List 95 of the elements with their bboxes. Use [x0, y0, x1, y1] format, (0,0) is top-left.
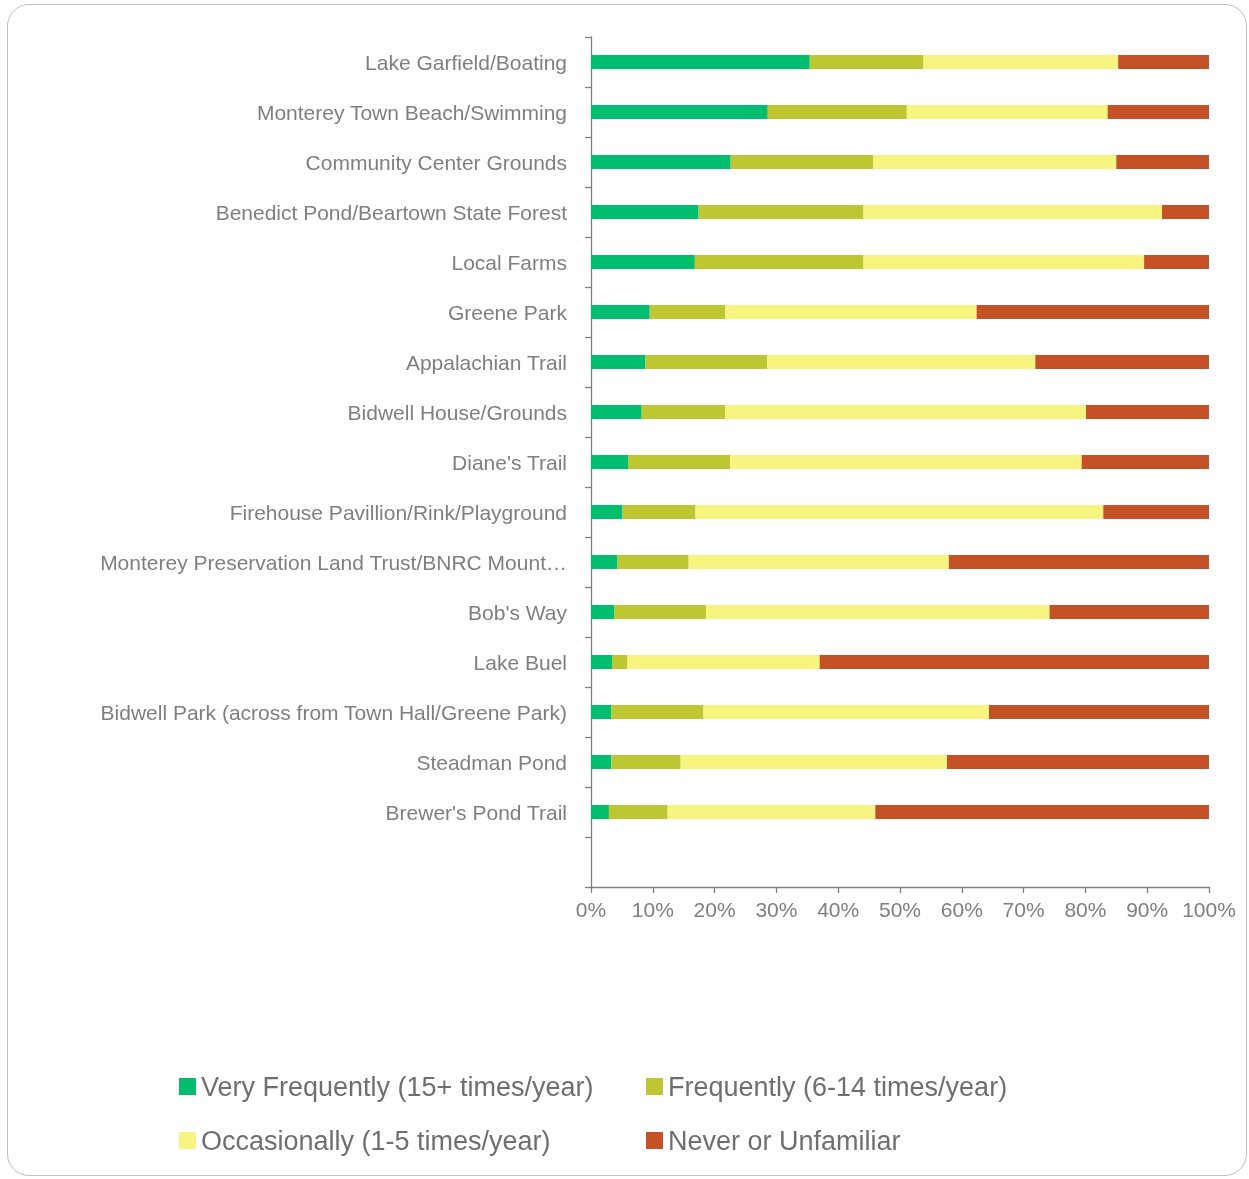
bar	[622, 505, 696, 519]
bar	[988, 705, 1209, 719]
bar	[688, 555, 949, 569]
bar	[695, 505, 1104, 519]
bar	[863, 205, 1163, 219]
x-tick-label: 90%	[1126, 898, 1169, 921]
bar	[591, 105, 768, 119]
bar	[591, 155, 731, 169]
bar	[725, 305, 977, 319]
bar	[819, 655, 1209, 669]
bar	[591, 355, 646, 369]
y-tick-label: Firehouse Pavillion/Rink/Playground	[229, 500, 567, 524]
x-tick-label: 10%	[631, 898, 674, 921]
bar	[1035, 355, 1209, 369]
x-tick-label: 100%	[1182, 898, 1236, 921]
bar	[611, 755, 681, 769]
bar	[767, 105, 907, 119]
y-tick-label: Benedict Pond/Beartown State Forest	[215, 200, 568, 224]
x-tick-label: 80%	[1064, 898, 1107, 921]
bar	[612, 655, 628, 669]
y-tick-label: Bob's Way	[468, 600, 568, 624]
bar	[614, 605, 706, 619]
bar	[946, 755, 1209, 769]
y-tick-label: Lake Garfield/Boating	[365, 50, 567, 74]
bar	[628, 455, 731, 469]
bar	[1103, 505, 1209, 519]
y-tick-label: Monterey Preservation Land Trust/BNRC Mount…	[100, 550, 567, 574]
bar	[591, 55, 810, 69]
bar	[591, 305, 650, 319]
bar	[1107, 105, 1209, 119]
y-tick-label: Bidwell Park (across from Town Hall/Greene Park)	[100, 700, 567, 724]
legend-label: Occasionally (1-5 times/year)	[201, 1125, 551, 1156]
y-tick-label: Greene Park	[447, 300, 568, 324]
bar	[645, 355, 768, 369]
bar	[694, 255, 864, 269]
bar	[873, 155, 1117, 169]
bar	[767, 355, 1036, 369]
bar	[649, 305, 726, 319]
bar	[591, 455, 629, 469]
bar	[703, 705, 989, 719]
bar	[591, 255, 695, 269]
bar	[591, 505, 623, 519]
y-tick-label: Brewer's Pond Trail	[385, 800, 567, 824]
y-tick-label: Bidwell House/Grounds	[347, 400, 567, 424]
x-tick-label: 20%	[693, 898, 736, 921]
legend-label: Very Frequently (15+ times/year)	[201, 1071, 594, 1102]
bar	[591, 755, 612, 769]
bar	[591, 555, 618, 569]
bar	[591, 405, 642, 419]
bar	[730, 455, 1082, 469]
bar	[591, 605, 615, 619]
bar	[809, 55, 924, 69]
bar	[680, 755, 947, 769]
bar	[698, 205, 864, 219]
x-tick-label: 40%	[817, 898, 860, 921]
y-tick-label: Diane's Trail	[452, 450, 567, 474]
bar	[611, 705, 704, 719]
x-tick-label: 60%	[940, 898, 983, 921]
bar	[591, 705, 612, 719]
bar	[591, 805, 609, 819]
bar	[1086, 405, 1209, 419]
y-tick-label: Community Center Grounds	[305, 150, 567, 174]
y-tick-label: Monterey Town Beach/Swimming	[256, 100, 567, 124]
bar	[1162, 205, 1209, 219]
bar	[906, 105, 1108, 119]
bar	[725, 405, 1087, 419]
y-tick-label: Local Farms	[451, 250, 567, 274]
x-tick-label: 30%	[755, 898, 798, 921]
bar	[875, 805, 1209, 819]
bar	[705, 605, 1050, 619]
bar	[608, 805, 668, 819]
bar	[976, 305, 1209, 319]
x-tick-label: 70%	[1002, 898, 1045, 921]
bar	[730, 155, 874, 169]
bar	[1081, 455, 1209, 469]
bar	[641, 405, 726, 419]
legend-label: Frequently (6-14 times/year)	[668, 1071, 1008, 1102]
x-tick-label: 0%	[575, 898, 607, 921]
bar	[627, 655, 820, 669]
y-tick-label: Steadman Pond	[416, 750, 567, 774]
bar	[1049, 605, 1209, 619]
x-tick-label: 50%	[878, 898, 922, 921]
bar	[1144, 255, 1209, 269]
bar	[617, 555, 689, 569]
bar	[948, 555, 1209, 569]
legend-label: Never or Unfamiliar	[668, 1125, 901, 1156]
y-tick-label: Appalachian Trail	[405, 350, 567, 374]
bar	[591, 655, 613, 669]
bar	[591, 205, 699, 219]
bar	[863, 255, 1145, 269]
bar	[923, 55, 1119, 69]
bar	[1118, 55, 1209, 69]
bar	[667, 805, 876, 819]
y-tick-label: Lake Buel	[473, 650, 567, 674]
bar	[1116, 155, 1209, 169]
